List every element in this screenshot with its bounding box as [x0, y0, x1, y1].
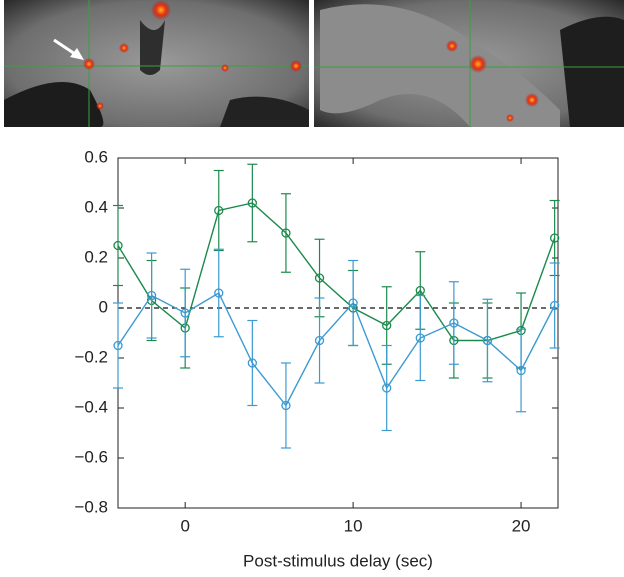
- brain-images: [4, 0, 624, 128]
- error-bar: [280, 362, 291, 449]
- x-tick-label: 20: [512, 516, 531, 535]
- y-tick-label: 0.4: [84, 197, 108, 216]
- point: [415, 333, 425, 343]
- error-bar: [247, 319, 258, 407]
- point: [382, 383, 392, 393]
- point: [549, 233, 560, 243]
- dark-region: [140, 20, 165, 75]
- activation: [96, 102, 104, 110]
- error-bar: [113, 204, 123, 287]
- error-bar: [448, 281, 459, 365]
- activation: [290, 60, 302, 72]
- dark-region: [560, 16, 624, 128]
- error-bar: [247, 163, 258, 243]
- y-tick-label: 0: [99, 297, 108, 316]
- point: [482, 335, 493, 346]
- x-tick-label: 0: [180, 516, 189, 535]
- error-bar: [213, 248, 224, 338]
- error-bar: [146, 252, 157, 339]
- point: [314, 273, 325, 283]
- error-bar: [180, 268, 191, 358]
- point: [281, 400, 291, 411]
- point: [516, 365, 526, 376]
- arrow-head: [70, 48, 84, 60]
- error-bar: [113, 302, 123, 389]
- error-bar: [415, 294, 426, 382]
- series-line: [117, 292, 556, 407]
- error-bar: [280, 193, 291, 273]
- point: [382, 320, 392, 331]
- error-bar: [482, 298, 493, 383]
- y-tick-label: −0.6: [74, 447, 108, 466]
- activation: [119, 43, 129, 53]
- error-bar: [381, 344, 392, 432]
- y-tick-label: −0.4: [74, 397, 108, 416]
- dark-region: [220, 96, 309, 127]
- point: [348, 298, 358, 308]
- point: [281, 228, 291, 238]
- y-tick-label: 0.6: [84, 147, 108, 166]
- y-tick-label: −0.8: [74, 497, 108, 516]
- error-bar: [314, 297, 325, 384]
- x-tick-label: 10: [344, 516, 363, 535]
- point: [146, 290, 157, 301]
- point: [549, 300, 560, 311]
- activation: [446, 40, 458, 52]
- activation: [469, 55, 487, 73]
- bright-region: [320, 4, 560, 128]
- y-tick-label: 0.2: [84, 247, 108, 266]
- plot-frame: [117, 157, 559, 509]
- series-line: [117, 202, 556, 342]
- error-bar: [516, 328, 527, 413]
- point: [314, 335, 325, 346]
- point: [247, 198, 258, 208]
- activation: [506, 114, 514, 122]
- point: [415, 285, 425, 296]
- point: [113, 240, 123, 251]
- error-bar: [549, 262, 560, 349]
- activation: [83, 58, 95, 70]
- point: [247, 358, 258, 368]
- activation: [151, 0, 171, 20]
- point: [214, 205, 224, 216]
- point: [180, 308, 190, 318]
- x-axis-label: Post-stimulus delay (sec): [243, 551, 433, 570]
- y-tick-label: −0.2: [74, 347, 108, 366]
- error-bar: [348, 259, 359, 347]
- activation: [525, 93, 539, 107]
- point: [214, 288, 224, 298]
- point: [113, 340, 123, 351]
- activation: [221, 64, 229, 72]
- dark-region: [4, 82, 104, 127]
- point: [449, 318, 459, 328]
